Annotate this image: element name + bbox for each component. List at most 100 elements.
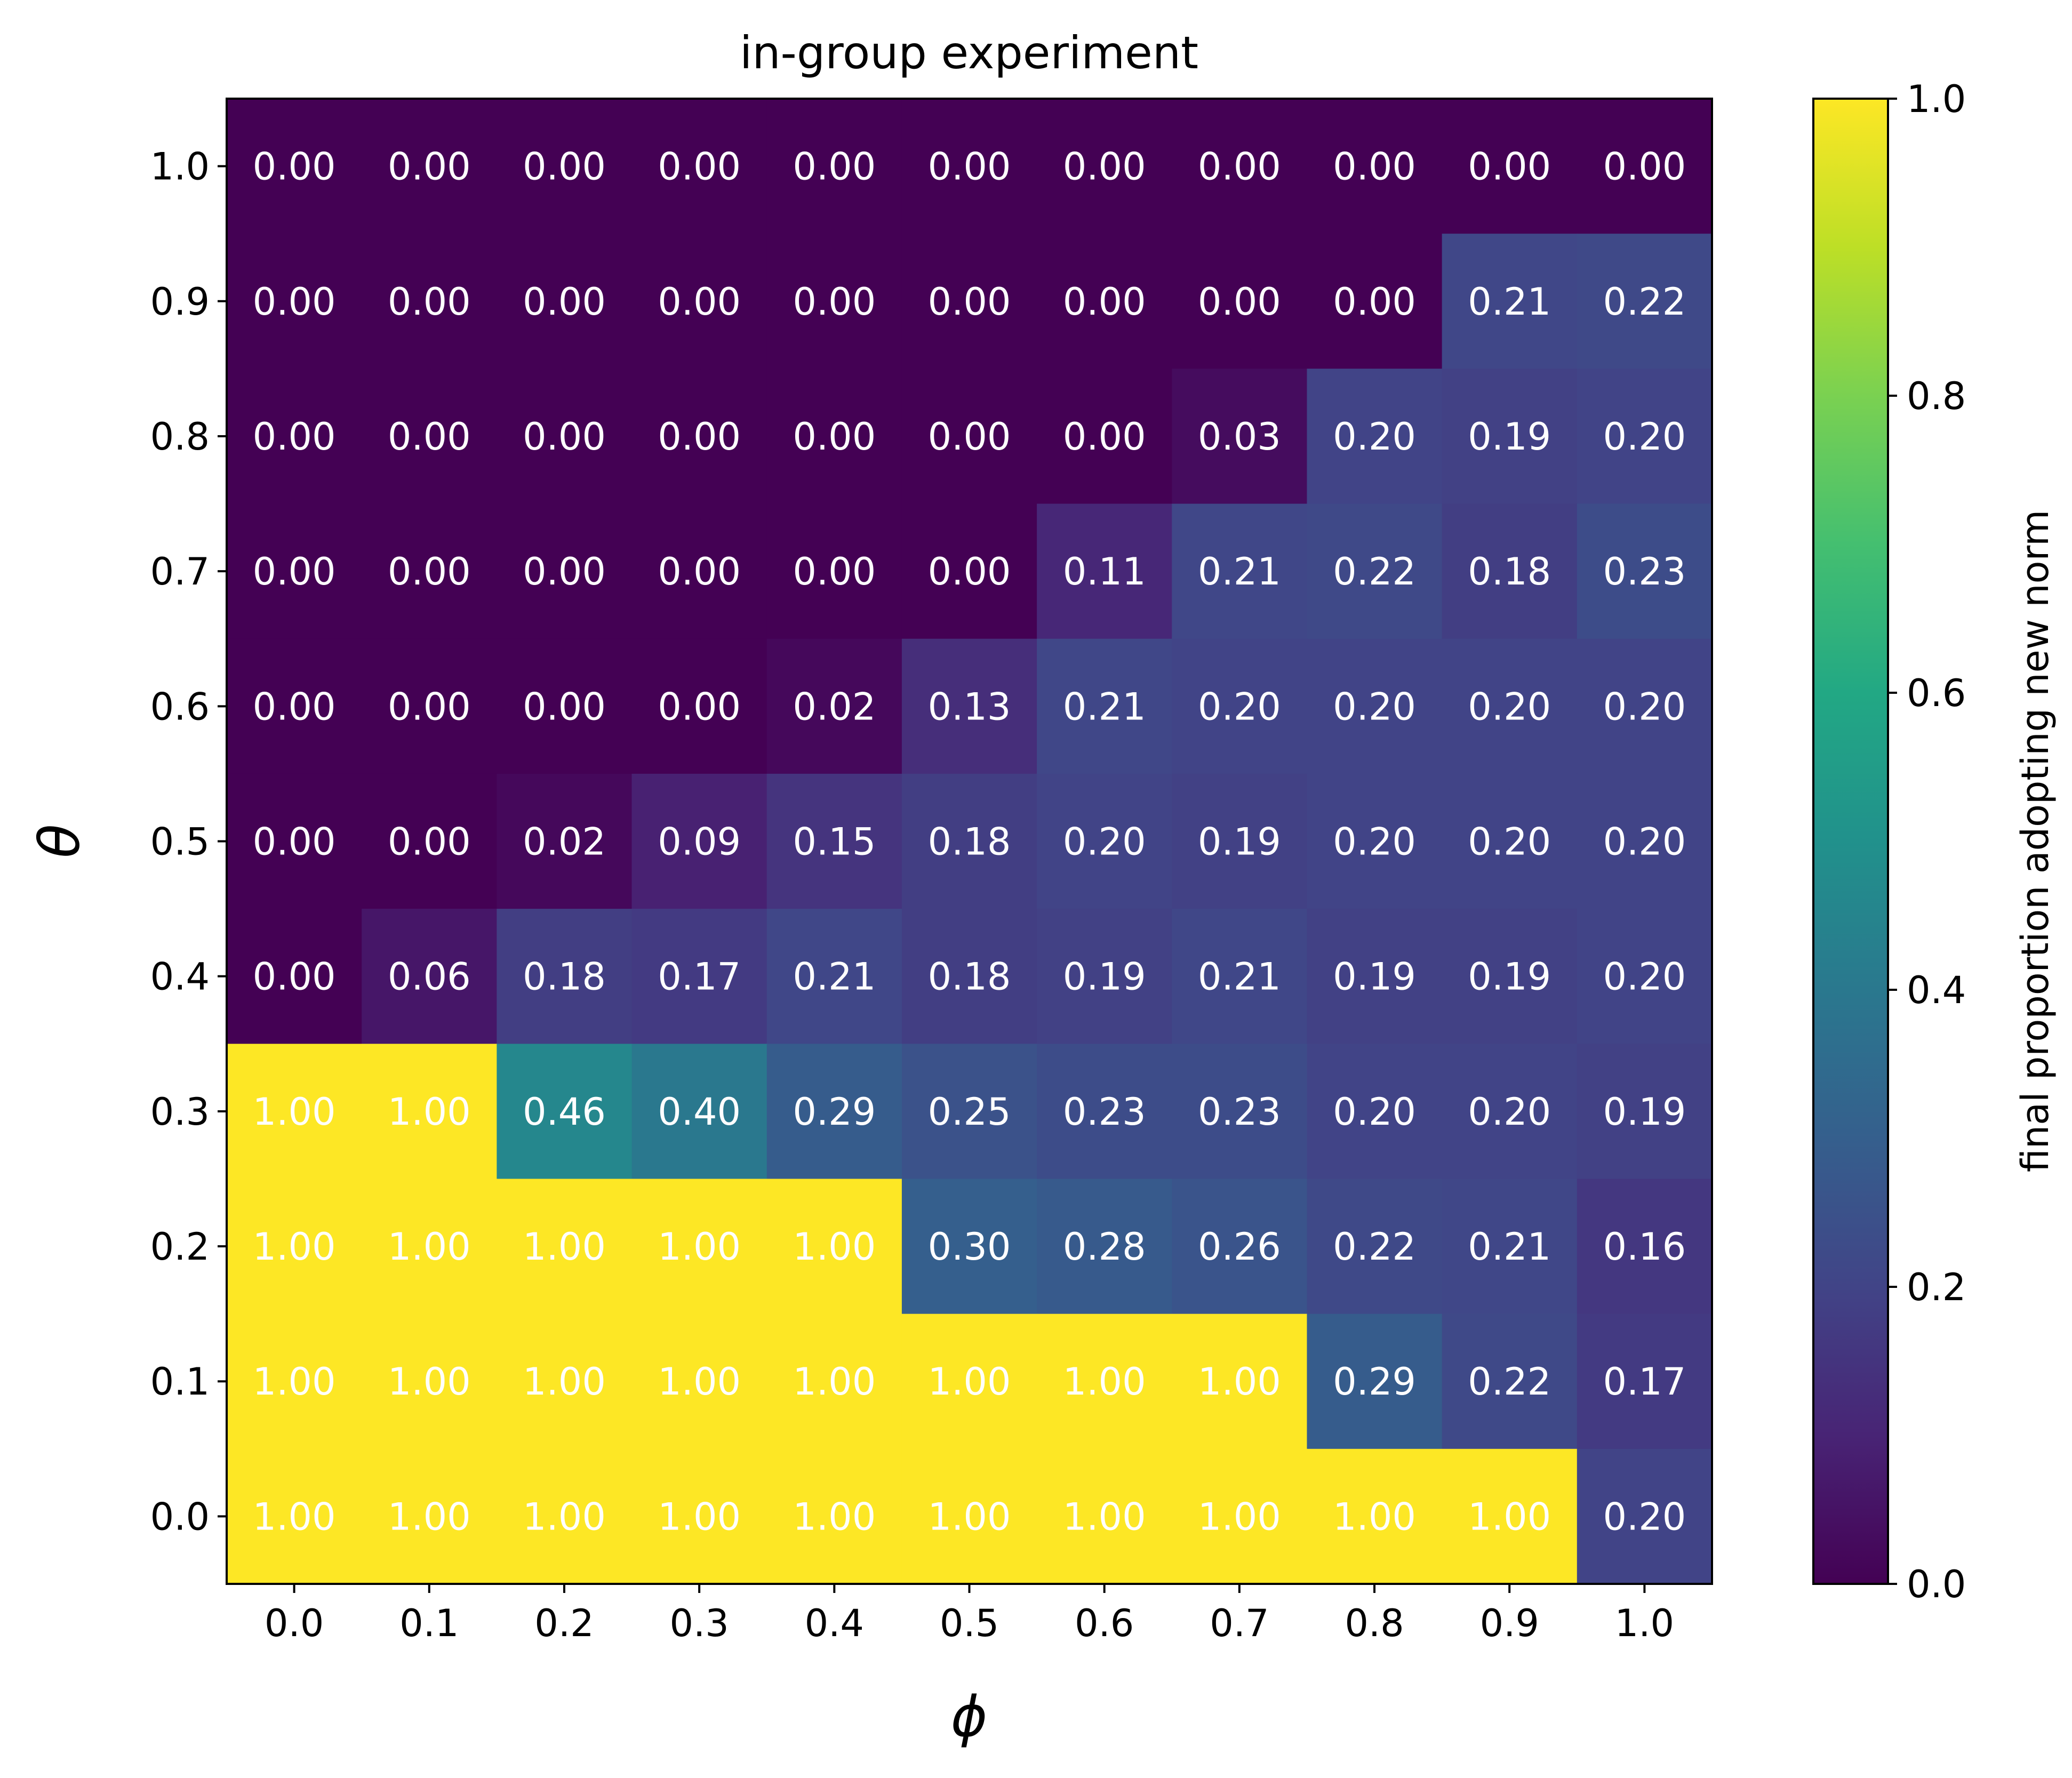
- heatmap-cell: [227, 1044, 362, 1180]
- y-tick-label: 0.7: [150, 550, 210, 594]
- heatmap-cell: [362, 369, 497, 504]
- cell-value-label: 0.00: [253, 955, 336, 999]
- heatmap-cell: [1442, 503, 1578, 639]
- colorbar-frame: [1812, 98, 1889, 1585]
- heatmap-cell: [631, 1314, 767, 1449]
- cell-value-label: 0.20: [1063, 820, 1146, 864]
- x-tick-label: 0.2: [534, 1601, 594, 1645]
- cell-value-label: 0.00: [1063, 415, 1146, 459]
- cell-value-label: 0.21: [1198, 955, 1281, 999]
- cell-value-label: 0.19: [1333, 955, 1416, 999]
- x-tick-label: 0.4: [805, 1601, 864, 1645]
- colorbar-tick-label: 0.4: [1907, 968, 1966, 1012]
- heatmap-cell: [766, 99, 902, 234]
- cell-value-label: 0.30: [928, 1225, 1011, 1269]
- cell-value-label: 0.00: [1333, 280, 1416, 324]
- heatmap-cell: [766, 1314, 902, 1449]
- cell-value-label: 0.18: [1468, 550, 1551, 594]
- colorbar-gradient: [1813, 99, 1888, 1584]
- cell-value-label: 1.00: [388, 1225, 471, 1269]
- heatmap-cell: [497, 369, 633, 504]
- heatmap-cell: [1442, 99, 1578, 234]
- cell-value-label: 0.21: [793, 955, 876, 999]
- cell-value-label: 0.20: [1603, 820, 1686, 864]
- cell-value-label: 1.00: [658, 1225, 741, 1269]
- heatmap-cell: [1037, 1179, 1172, 1315]
- heatmap-cell: [766, 1448, 902, 1584]
- heatmap-cell: [227, 909, 362, 1044]
- heatmap-cell: [1037, 773, 1172, 909]
- cell-value-label: 0.00: [928, 415, 1011, 459]
- cell-value-label: 0.23: [1603, 550, 1686, 594]
- cell-value-label: 0.06: [388, 955, 471, 999]
- cell-value-label: 0.22: [1603, 280, 1686, 324]
- cell-value-label: 0.20: [1333, 1090, 1416, 1134]
- cell-value-label: 0.00: [523, 685, 606, 728]
- heatmap-cell: [1442, 1314, 1578, 1449]
- cell-value-label: 0.00: [523, 280, 606, 324]
- cell-value-label: 0.00: [928, 280, 1011, 324]
- cell-value-label: 0.09: [658, 820, 741, 864]
- y-axis-ticks: 1.0 0.9 0.8 0.7 0.6 0.5 0.4 0.3 0.2 0.1 0.0: [150, 145, 227, 1539]
- x-axis-label: ϕ: [951, 1684, 988, 1749]
- cell-value-label: 1.00: [793, 1225, 876, 1269]
- heatmap-cell: [1172, 1448, 1308, 1584]
- heatmap-cell: [497, 1448, 633, 1584]
- colorbar-tick-label: 0.6: [1907, 671, 1966, 715]
- cell-value-label: 0.00: [253, 685, 336, 728]
- x-tick-label: 0.3: [669, 1601, 729, 1645]
- heatmap-cell: [227, 773, 362, 909]
- y-tick-label: 0.9: [150, 280, 210, 324]
- cell-value-label: 0.00: [523, 550, 606, 594]
- heatmap-cell: [1577, 99, 1713, 234]
- cell-value-label: 0.18: [523, 955, 606, 999]
- cell-value-label: 0.00: [928, 145, 1011, 189]
- x-tick-label: 0.5: [940, 1601, 999, 1645]
- heatmap-cell: [766, 234, 902, 369]
- heatmap-cell: [362, 638, 497, 774]
- heatmap-cell: [1307, 234, 1443, 369]
- x-tick-label: 0.8: [1345, 1601, 1404, 1645]
- cell-value-label: 0.00: [658, 550, 741, 594]
- cell-value-label: 0.22: [1468, 1360, 1551, 1404]
- cell-value-label: 0.00: [658, 415, 741, 459]
- cell-value-label: 0.00: [388, 415, 471, 459]
- heatmap-cell: [362, 909, 497, 1044]
- heatmap-cell: [1442, 773, 1578, 909]
- heatmap-cell: [362, 99, 497, 234]
- cell-value-label: 1.00: [523, 1360, 606, 1404]
- cell-value-label: 0.20: [1468, 685, 1551, 728]
- cell-value-label: 0.00: [253, 280, 336, 324]
- cell-value-label: 0.15: [793, 820, 876, 864]
- cell-value-label: 0.22: [1333, 550, 1416, 594]
- heatmap-cell: [1307, 1314, 1443, 1449]
- heatmap-cell: [1442, 1179, 1578, 1315]
- y-tick-label: 0.6: [150, 685, 210, 728]
- cell-value-label: 0.02: [793, 685, 876, 728]
- cell-value-label: 0.00: [253, 415, 336, 459]
- heatmap-cell: [1577, 369, 1713, 504]
- heatmap-cell: [766, 909, 902, 1044]
- heatmap-cell: [497, 773, 633, 909]
- x-tick-label: 0.6: [1075, 1601, 1134, 1645]
- heatmap-cell: [1577, 1448, 1713, 1584]
- heatmap-cell: [1037, 1044, 1172, 1180]
- heatmap-cell: [227, 638, 362, 774]
- heatmap-cell: [1037, 1448, 1172, 1584]
- cell-value-label: 0.00: [388, 145, 471, 189]
- heatmap-cell: [766, 1179, 902, 1315]
- cell-value-label: 0.20: [1333, 685, 1416, 728]
- heatmap-cell: [631, 503, 767, 639]
- cell-value-label: 0.23: [1063, 1090, 1146, 1134]
- heatmap-cell: [901, 369, 1037, 504]
- cell-value-label: 0.19: [1198, 820, 1281, 864]
- heatmap-cell: [227, 234, 362, 369]
- heatmap-cell: [766, 1044, 902, 1180]
- heatmap-cell: [1307, 503, 1443, 639]
- x-axis-ticks: 0.0 0.1 0.2 0.3 0.4 0.5 0.6 0.7 0.8 0.9 1.0: [265, 1584, 1674, 1645]
- cell-value-label: 1.00: [523, 1225, 606, 1269]
- cell-value-label: 0.00: [253, 820, 336, 864]
- cell-value-label: 1.00: [658, 1495, 741, 1539]
- cell-value-label: 0.20: [1198, 685, 1281, 728]
- cell-value-label: 1.00: [388, 1360, 471, 1404]
